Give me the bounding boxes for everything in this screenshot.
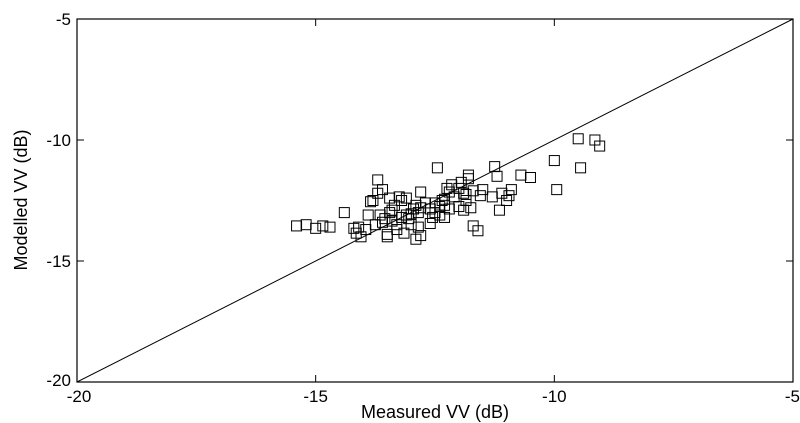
data-point [551, 184, 563, 196]
data-point [594, 140, 606, 152]
x-tick-label: -15 [303, 387, 328, 406]
data-point [486, 191, 498, 203]
data-point [424, 217, 436, 229]
data-point [310, 222, 322, 234]
plot-area [76, 18, 794, 383]
data-point [493, 204, 505, 216]
data-point [400, 192, 412, 204]
data-point [317, 220, 329, 232]
data-point [393, 191, 405, 203]
data-point [324, 221, 336, 233]
data-point [412, 221, 424, 233]
data-point [524, 172, 536, 184]
data-point [391, 224, 403, 236]
data-point [453, 201, 465, 213]
data-point [467, 185, 479, 197]
data-point [503, 190, 515, 202]
data-point [405, 219, 417, 231]
y-tick-label: -20 [46, 371, 71, 390]
y-axis-label: Modelled VV (dB) [11, 129, 31, 270]
data-point [439, 199, 451, 211]
data-point [338, 207, 350, 219]
data-point [410, 199, 422, 211]
data-point [386, 204, 398, 216]
data-point [465, 202, 477, 214]
x-tick-label: -10 [542, 387, 567, 406]
y-tick-label: -10 [46, 131, 71, 150]
data-point [415, 230, 427, 242]
y-tick-label: -15 [46, 252, 71, 271]
one-to-one-line [76, 18, 794, 383]
data-point [572, 133, 584, 145]
x-tick-label: -20 [67, 387, 92, 406]
data-point [415, 186, 427, 198]
data-point [472, 225, 484, 237]
data-point [424, 203, 436, 215]
x-axis-label: Measured VV (dB) [361, 402, 509, 422]
data-point [365, 196, 377, 208]
data-point [455, 176, 467, 188]
y-axis: -20 -15 -10 -5 [46, 10, 793, 390]
y-tick-label: -5 [56, 10, 71, 29]
plot-frame [76, 18, 794, 383]
data-point [505, 184, 517, 196]
x-axis: -20 -15 -10 -5 [67, 19, 800, 406]
data-point [460, 188, 472, 200]
data-point [431, 162, 443, 174]
x-tick-label: -5 [785, 387, 800, 406]
data-point [462, 169, 474, 181]
data-point [575, 162, 587, 174]
data-point [367, 195, 379, 206]
data-point [491, 170, 503, 182]
data-point [362, 209, 374, 221]
data-point [398, 227, 410, 239]
data-point [548, 155, 560, 167]
